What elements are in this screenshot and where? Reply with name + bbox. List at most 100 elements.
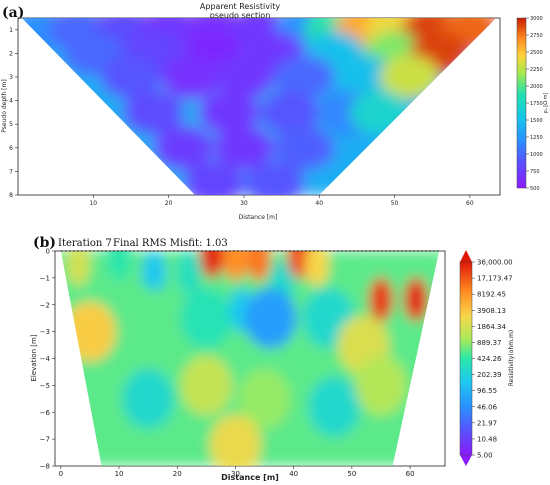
pseudosection-plot: 10 20 30 40 50 60 1 2 3 4 5 6 7 8 xyxy=(9,17,501,207)
panel-a-xtick-60: 60 xyxy=(466,200,474,207)
pseudosection-cell-24 xyxy=(379,55,440,99)
inversion-cell-20 xyxy=(122,368,175,429)
panel-b-cbar-tick-8: 96.55 xyxy=(477,387,497,395)
inversion-cell-10 xyxy=(339,251,364,295)
inversion-cell-0 xyxy=(66,251,91,287)
panel-a-cbar-tick-2250: 2250 xyxy=(530,67,543,73)
pseudosection-cell-21 xyxy=(213,55,274,99)
panel-b-ytick--7: −7 xyxy=(40,436,50,444)
panel-b-cbar-tick-0: 36,000.00 xyxy=(477,259,513,267)
pseudosection-cell-27 xyxy=(259,90,320,135)
pseudosection-cell-34 xyxy=(244,161,305,195)
panel-a-xtick-20: 20 xyxy=(165,200,173,207)
panel-a-cbar-tick-750: 750 xyxy=(530,169,540,175)
pseudosection-cell-26 xyxy=(198,90,259,135)
panel-b-xtick-30: 30 xyxy=(231,470,240,478)
panel-a-xtick-10: 10 xyxy=(89,200,97,207)
panel-b-colorbar: 36,000.00 17,173.47 8192.45 3908.13 1864.34 8… xyxy=(459,250,515,466)
inversion-cell-17 xyxy=(244,288,297,349)
inversion-cell-12 xyxy=(403,277,428,322)
panel-b-ytick--1: −1 xyxy=(40,274,50,282)
panel-b-ytick--4: −4 xyxy=(40,355,51,363)
pseudosection-cell-33 xyxy=(183,161,244,195)
panel-b-xtick-0: 0 xyxy=(59,470,63,478)
panel-a-ytick-5: 5 xyxy=(9,121,13,128)
panel-b-colorbar-label: Resistivity(ohm.m) xyxy=(508,330,515,386)
panel-a-title: Apparent Resistivity xyxy=(200,2,280,11)
panel-b-cbar-tick-1: 17,173.47 xyxy=(477,275,513,283)
panel-a-cbar-tick-1500: 1500 xyxy=(530,118,543,124)
panel-a-ytick-1: 1 xyxy=(9,27,13,34)
panel-b-cbar-tick-6: 424.26 xyxy=(477,355,502,363)
panel-a-ylabel: Pseudo depth [m] xyxy=(1,79,8,132)
panel-a-ytick-3: 3 xyxy=(9,74,13,81)
panel-b-cbar-tick-3: 3908.13 xyxy=(477,307,506,315)
pseudosection-cell-22 xyxy=(274,55,335,99)
panel-a-cbar-tick-3000: 3000 xyxy=(530,16,543,22)
panel-a-xtick-40: 40 xyxy=(315,200,323,207)
panel-b-cbar-tick-11: 10.48 xyxy=(477,435,497,443)
panel-b-ylabel: Elevation [m] xyxy=(30,334,38,381)
panel-a-colorbar: 500 750 1000 1250 1500 1750 2000 2250 2500 2750 30… xyxy=(516,16,549,192)
inversion-cell-24 xyxy=(354,355,407,416)
pseudosection-cell-29 xyxy=(349,90,410,135)
panel-a-cbar-tick-2000: 2000 xyxy=(530,84,543,90)
panel-b-xtick-20: 20 xyxy=(173,470,182,478)
panel-b-ytick-0: 0 xyxy=(46,248,50,256)
panel-a-ytick-7: 7 xyxy=(9,168,13,175)
inversion-cell-23 xyxy=(308,376,361,437)
panel-a-cbar-tick-1000: 1000 xyxy=(530,152,543,158)
panel-b-ytick--6: −6 xyxy=(40,409,51,417)
pseudosection-cell-23 xyxy=(334,55,395,99)
pseudosection-cell-31 xyxy=(213,125,274,170)
inversion-cell-11 xyxy=(368,277,393,322)
inversion-cell-21 xyxy=(180,355,233,416)
inversion-cell-22 xyxy=(238,368,291,429)
panel-b-xtick-40: 40 xyxy=(289,470,298,478)
pseudosection-cell-25 xyxy=(123,90,184,135)
inversion-cell-6 xyxy=(246,251,271,282)
inversion-cell-4 xyxy=(200,251,225,279)
panel-b-ytick--3: −3 xyxy=(40,328,50,336)
panel-a-subtitle: pseudo section xyxy=(210,11,271,20)
panel-a-cbar-tick-1750: 1750 xyxy=(530,101,543,107)
panel-a-ytick-6: 6 xyxy=(9,145,13,152)
panel-a-xlabel: Distance [m] xyxy=(239,214,278,221)
panel-a-cbar-tick-2500: 2500 xyxy=(530,50,543,56)
panel-b-xtick-10: 10 xyxy=(115,470,124,478)
panel-a-colorbar-label: ρₐ [Ω·m] xyxy=(543,93,549,114)
panel-b-cbar-tick-9: 46.06 xyxy=(477,403,498,411)
panel-b-label: (b) xyxy=(33,235,56,251)
panel-a-xtick-30: 30 xyxy=(240,200,248,207)
pseudosection-cell-19 xyxy=(100,55,161,99)
inversion-cell-9 xyxy=(304,251,329,287)
inversion-cell-3 xyxy=(176,251,201,295)
panel-a-ytick-8: 8 xyxy=(9,192,13,199)
panel-a-cbar-tick-500: 500 xyxy=(530,186,540,192)
panel-b-cbar-tick-2: 8192.45 xyxy=(477,291,506,299)
panel-a-cbar-tick-1250: 1250 xyxy=(530,135,543,141)
panel-a-xtick-50: 50 xyxy=(391,200,399,207)
iteration-text: Iteration 7 xyxy=(58,238,112,249)
inversion-cell-5 xyxy=(223,251,248,282)
panel-b-cbar-tick-4: 1864.34 xyxy=(477,323,506,331)
panel-b-cbar-tick-12: 5.00 xyxy=(477,452,493,460)
pseudosection-cell-30 xyxy=(153,125,214,170)
panel-b-cbar-tick-7: 202.39 xyxy=(477,371,502,379)
panel-b-xlabel: Distance [m] xyxy=(221,473,279,482)
panel-b-ytick--2: −2 xyxy=(40,301,50,309)
panel-b-cbar-tick-10: 21.97 xyxy=(477,419,497,427)
panel-b-xtick-50: 50 xyxy=(347,470,356,478)
inversion-cell-1 xyxy=(107,251,132,282)
pseudosection-cell-20 xyxy=(161,55,222,99)
panel-b-cbar-tick-5: 889.37 xyxy=(477,339,502,347)
panel-a-cbar-tick-2750: 2750 xyxy=(530,33,543,39)
inversion-cell-13 xyxy=(63,301,116,362)
misfit-text: Final RMS Misfit: 1.03 xyxy=(113,238,228,249)
panel-b-xtick-60: 60 xyxy=(406,470,415,478)
pseudosection-cell-32 xyxy=(274,125,335,170)
panel-b-ytick--8: −8 xyxy=(40,463,50,471)
panel-a-ytick-2: 2 xyxy=(9,50,13,57)
inversion-cell-25 xyxy=(209,414,262,466)
